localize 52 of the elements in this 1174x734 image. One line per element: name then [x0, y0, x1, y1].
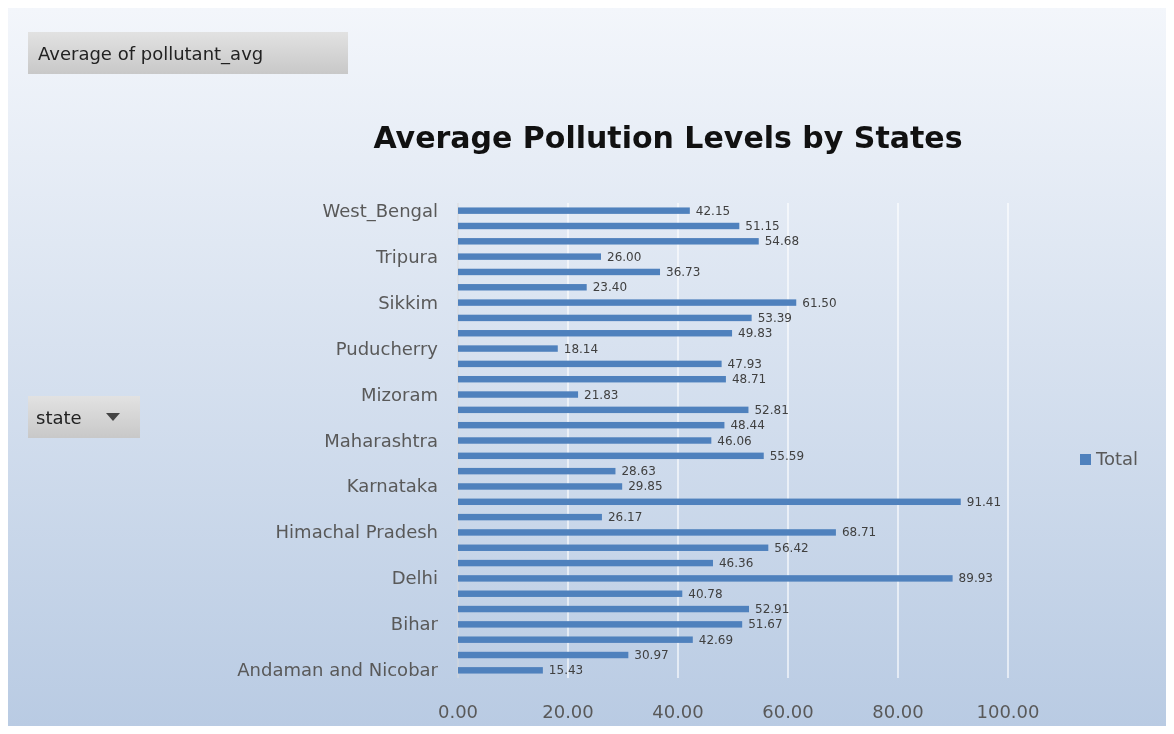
data-label: 26.17 [607, 510, 643, 525]
data-label: 42.69 [698, 632, 734, 647]
data-label: 61.50 [802, 295, 837, 310]
x-tick-label: 80.00 [872, 701, 924, 722]
data-label: 68.71 [841, 525, 877, 540]
y-tick-label: Tripura [374, 245, 438, 267]
data-label: 48.44 [730, 418, 765, 433]
data-label: 52.91 [755, 602, 790, 617]
chart-title: Average Pollution Levels by States [373, 120, 963, 155]
y-tick-label: Bihar [390, 613, 439, 635]
y-tick-label: Himachal Pradesh [275, 521, 438, 543]
data-label: 53.39 [757, 310, 792, 325]
data-label: 91.41 [966, 494, 1002, 509]
y-tick-label: Mizoram [361, 383, 438, 405]
x-tick-label: 0.00 [437, 701, 479, 722]
data-label: 48.71 [731, 372, 767, 387]
x-tick-label: 40.00 [652, 701, 704, 722]
data-label: 89.93 [958, 571, 993, 586]
y-tick-label: Karnataka [346, 475, 438, 497]
data-label: 51.67 [748, 617, 783, 632]
y-tick-label: West_Bengal [322, 199, 438, 222]
data-label: 36.73 [666, 264, 701, 279]
data-label: 49.83 [738, 326, 773, 341]
data-label: 42.15 [695, 203, 731, 218]
legend-label: Total [1095, 448, 1139, 469]
x-tick-label: 100.00 [976, 701, 1040, 722]
data-label: 56.42 [774, 540, 809, 555]
data-label: 21.83 [584, 387, 619, 402]
data-label: 54.68 [764, 234, 800, 249]
data-label: 26.00 [607, 249, 642, 264]
y-tick-label: Puducherry [335, 337, 439, 359]
y-tick-label: Andaman and Nicobar [237, 659, 439, 681]
data-label: 46.36 [718, 556, 754, 571]
data-label: 28.63 [621, 464, 656, 479]
x-tick-label: 20.00 [542, 701, 594, 722]
data-label: 23.40 [592, 280, 628, 295]
y-tick-label: Delhi [391, 567, 438, 589]
data-label: 47.93 [727, 356, 762, 371]
data-label: 40.78 [688, 586, 723, 601]
data-label: 52.81 [754, 402, 789, 417]
data-label: 29.85 [628, 479, 663, 494]
data-label: 46.06 [717, 433, 752, 448]
text: Average of pollutant_avg [38, 43, 264, 65]
text: state [36, 407, 82, 428]
x-tick-label: 60.00 [762, 701, 814, 722]
y-tick-label: Sikkim [378, 291, 438, 313]
data-label: 18.14 [563, 341, 599, 356]
data-label: 30.97 [634, 648, 669, 663]
data-label: 51.15 [745, 218, 780, 233]
data-label: 15.43 [548, 663, 584, 678]
y-tick-label: Maharashtra [324, 429, 438, 451]
data-label: 55.59 [769, 448, 805, 463]
